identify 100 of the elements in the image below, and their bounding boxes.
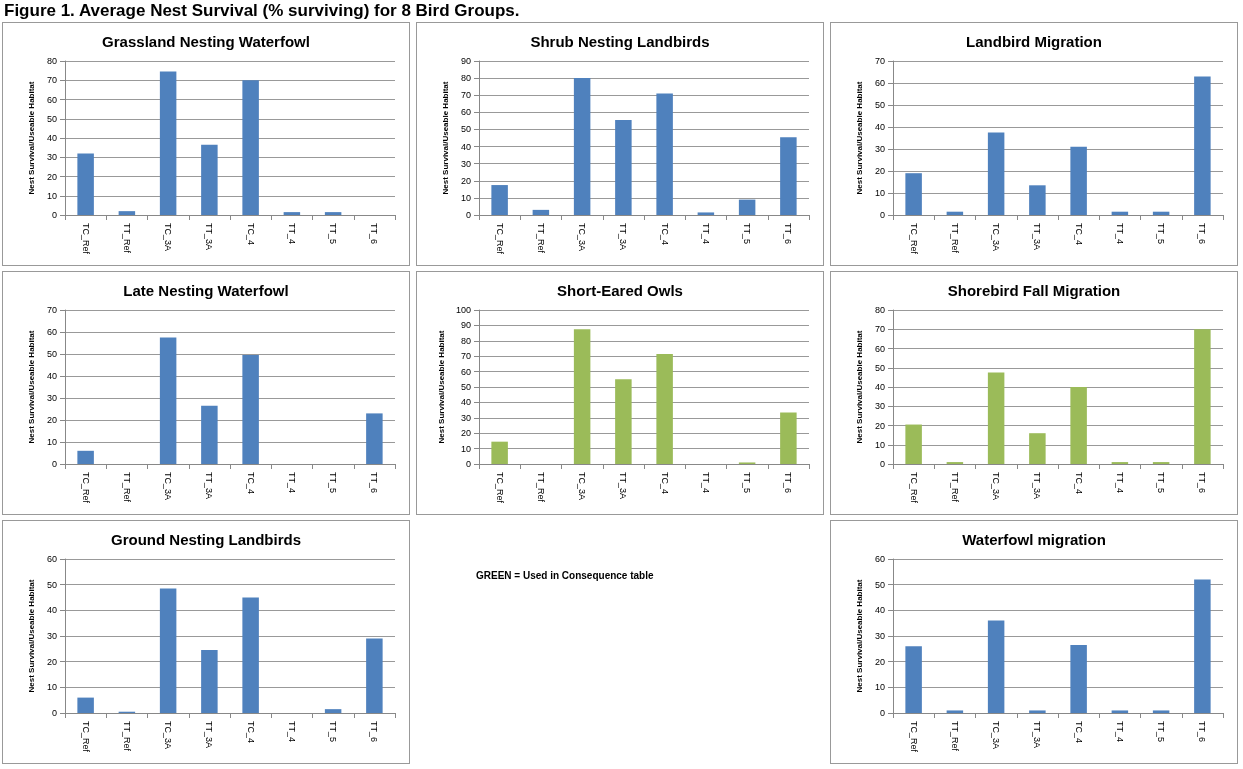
chart-title: Shrub Nesting Landbirds — [530, 33, 710, 50]
y-axis-title: Nest Survival/Useable Habitat — [854, 579, 864, 693]
bar — [77, 697, 94, 713]
bar — [201, 144, 218, 215]
x-tick-label: TC_3A — [163, 721, 174, 750]
y-tick-label: 20 — [460, 428, 471, 439]
x-tick-label: TT_3A — [1032, 721, 1043, 749]
y-tick-label: 10 — [46, 437, 57, 447]
x-tick-label: TC_4 — [1073, 223, 1084, 246]
x-tick-label: TC_Ref — [908, 472, 919, 504]
y-tick-label: 20 — [874, 656, 885, 667]
bar — [697, 212, 715, 215]
y-axis-title: Nest Survival/Useable Habitat — [26, 81, 36, 195]
bar — [159, 588, 177, 713]
x-tick-label: TC_4 — [1073, 721, 1084, 744]
y-tick-label: 80 — [460, 73, 471, 84]
x-tick-label: TT_4 — [286, 721, 297, 743]
y-tick-label: 0 — [51, 708, 57, 718]
x-tick-label: TC_Ref — [908, 721, 919, 753]
y-tick-label: 70 — [874, 324, 885, 335]
y-tick-label: 50 — [46, 113, 57, 124]
bar — [118, 211, 136, 215]
y-tick-label: 60 — [460, 107, 471, 118]
y-tick-label: 70 — [46, 75, 57, 86]
y-tick-label: 0 — [465, 459, 471, 469]
chart-title: Ground Nesting Landbirds — [111, 531, 301, 548]
x-tick-label: TC_3A — [577, 472, 588, 501]
x-tick-label: TT_6 — [369, 472, 380, 494]
y-tick-label: 60 — [46, 327, 57, 337]
chart-title: Late Nesting Waterfowl — [123, 282, 289, 299]
x-tick-label: TT_3A — [618, 223, 629, 251]
x-tick-label: TT_Ref — [535, 223, 546, 254]
x-tick-label: TT_5 — [742, 223, 753, 245]
y-tick-label: 0 — [879, 210, 885, 220]
y-tick-label: 50 — [874, 362, 885, 373]
x-tick-label: TC_4 — [659, 223, 670, 246]
x-tick-label: TT_3A — [204, 223, 215, 251]
x-tick-label: TT_Ref — [121, 472, 132, 503]
y-tick-label: 60 — [874, 343, 885, 354]
bar — [324, 212, 342, 215]
y-tick-label: 0 — [465, 210, 471, 220]
bar — [366, 638, 383, 713]
y-tick-label: 30 — [460, 412, 471, 423]
y-tick-label: 80 — [460, 335, 471, 346]
bar — [905, 424, 922, 464]
bar — [77, 153, 94, 215]
y-tick-label: 10 — [874, 682, 885, 693]
x-tick-label: TC_Ref — [80, 472, 91, 504]
bar — [201, 650, 218, 713]
y-tick-label: 70 — [460, 90, 471, 101]
bar — [946, 710, 964, 713]
x-tick-label: TT_3A — [204, 472, 215, 500]
y-tick-label: 50 — [874, 100, 885, 110]
bar — [656, 353, 673, 464]
x-tick-label: TT_6 — [783, 223, 794, 245]
y-tick-label: 50 — [460, 382, 471, 392]
x-tick-label: TT_6 — [369, 721, 380, 743]
y-tick-label: 50 — [46, 579, 57, 590]
x-tick-label: TT_5 — [1156, 721, 1167, 743]
y-axis-title: Nest Survival/Useable Habitat — [440, 81, 450, 195]
y-tick-label: 70 — [460, 351, 471, 362]
y-tick-label: 20 — [46, 171, 57, 182]
y-tick-label: 70 — [46, 305, 57, 315]
y-axis-title: Nest Survival/Useable Habitat — [26, 330, 36, 444]
y-tick-label: 10 — [874, 188, 885, 198]
y-tick-label: 30 — [46, 393, 57, 403]
y-tick-label: 0 — [51, 210, 57, 220]
x-tick-label: TT_4 — [700, 472, 711, 494]
x-tick-label: TC_3A — [163, 223, 174, 252]
bar — [615, 120, 632, 215]
text: GREEN = Used in Consequence table — [476, 570, 654, 581]
y-tick-label: 60 — [460, 366, 471, 377]
x-tick-label: TT_Ref — [121, 721, 132, 752]
x-tick-label: TC_Ref — [908, 223, 919, 255]
bar — [1070, 387, 1087, 464]
y-tick-label: 40 — [874, 122, 885, 132]
x-tick-label: TC_4 — [245, 223, 256, 246]
x-tick-label: TT_6 — [1197, 223, 1208, 245]
y-tick-label: 10 — [460, 443, 471, 454]
y-tick-label: 0 — [879, 459, 885, 469]
bar — [283, 212, 301, 215]
bar — [905, 173, 922, 215]
y-tick-label: 40 — [46, 371, 57, 381]
x-tick-label: TT_5 — [328, 472, 339, 494]
x-tick-label: TC_3A — [577, 223, 588, 252]
x-tick-label: TC_Ref — [80, 223, 91, 255]
x-tick-label: TT_5 — [328, 721, 339, 743]
x-tick-label: TC_Ref — [494, 472, 505, 504]
y-tick-label: 60 — [46, 94, 57, 105]
y-tick-label: 40 — [460, 141, 471, 152]
x-tick-label: TT_3A — [618, 472, 629, 500]
bar — [532, 209, 550, 215]
x-tick-label: TT_6 — [783, 472, 794, 494]
y-tick-label: 30 — [874, 631, 885, 641]
bar — [1194, 579, 1211, 713]
chart-title: Short-Eared Owls — [557, 282, 683, 299]
y-tick-label: 90 — [460, 320, 471, 331]
y-tick-label: 0 — [879, 708, 885, 718]
bar — [1152, 710, 1170, 713]
bar — [159, 71, 177, 215]
